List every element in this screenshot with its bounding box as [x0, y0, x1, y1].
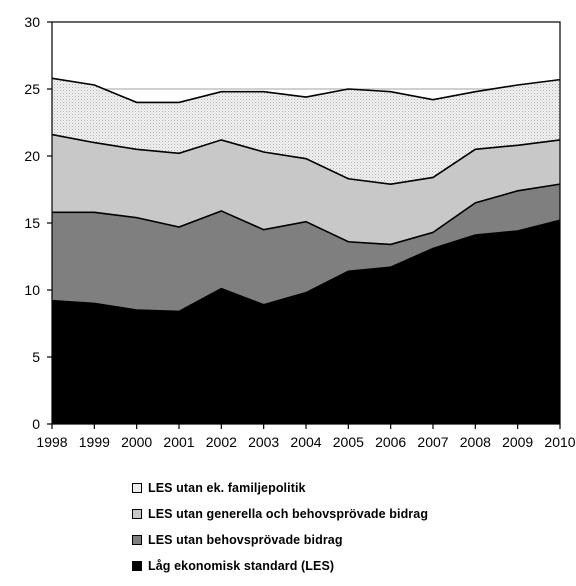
area-series-outline-4: [51, 219, 561, 313]
legend: LES utan ek. familjepolitik LES utan gen…: [132, 478, 428, 582]
legend-swatch-generella: [132, 509, 142, 519]
y-tick-label: 30: [24, 14, 40, 30]
area-series-outline-2: [51, 133, 561, 185]
y-tick-label: 5: [32, 349, 40, 365]
x-tick-label: 1998: [36, 434, 67, 450]
x-tick-label: 2010: [544, 434, 575, 450]
x-tick-label: 2009: [502, 434, 533, 450]
legend-label: Låg ekonomisk standard (LES): [148, 559, 335, 573]
y-tick-label: 15: [24, 215, 40, 231]
x-tick-label: 2004: [290, 434, 321, 450]
x-tick-label: 2003: [248, 434, 279, 450]
area-chart: 0 5 10 15 20 25 30 1998 1999 2000 2001 2002 2003 2004…: [24, 14, 575, 450]
x-tick-label: 2008: [460, 434, 491, 450]
legend-label: LES utan behovsprövade bidrag: [148, 533, 343, 547]
x-tick-label: 2005: [333, 434, 364, 450]
y-tick-label: 0: [32, 416, 40, 432]
area-series-outline-1: [51, 77, 561, 104]
legend-item-les: Låg ekonomisk standard (LES): [132, 556, 428, 576]
legend-label: LES utan generella och behovsprövade bid…: [148, 507, 429, 521]
x-tick-label: 2000: [121, 434, 152, 450]
legend-swatch-les: [132, 561, 142, 571]
y-tick-label: 10: [24, 282, 40, 298]
x-tick-label: 2001: [163, 434, 194, 450]
legend-label: LES utan ek. familjepolitik: [148, 481, 306, 495]
legend-swatch-familjepolitik: [132, 483, 142, 493]
x-tick-label: 1999: [79, 434, 110, 450]
legend-item-generella: LES utan generella och behovsprövade bid…: [132, 504, 428, 524]
legend-item-familjepolitik: LES utan ek. familjepolitik: [132, 478, 428, 498]
x-tick-label: 2006: [375, 434, 406, 450]
y-tick-label: 25: [24, 81, 40, 97]
x-tick-label: 2007: [417, 434, 448, 450]
area-series-outline-3: [52, 183, 561, 246]
area-series-4: [52, 220, 560, 424]
x-tick-label: 2002: [206, 434, 237, 450]
legend-item-behovsprovade: LES utan behovsprövade bidrag: [132, 530, 428, 550]
legend-swatch-behovsprovade: [132, 535, 142, 545]
y-tick-label: 20: [24, 148, 40, 164]
